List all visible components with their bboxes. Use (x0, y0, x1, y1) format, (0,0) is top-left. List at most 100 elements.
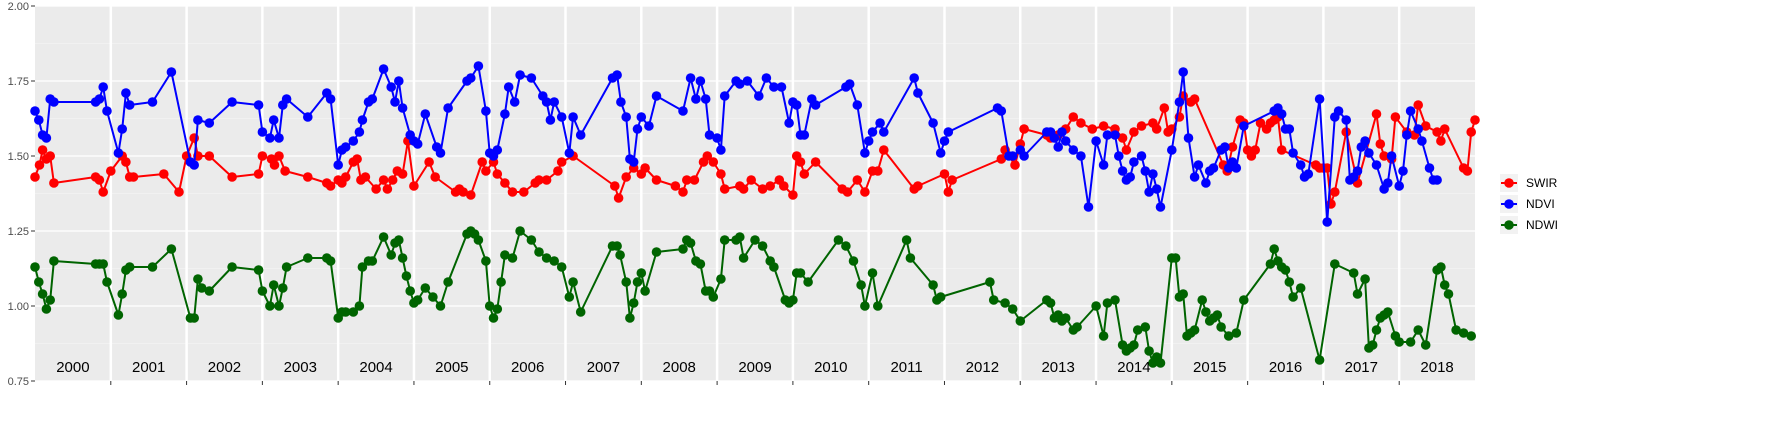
swir-point (409, 181, 419, 191)
swir-point (371, 184, 381, 194)
ndwi-point (1189, 325, 1200, 335)
ndvi-point (1314, 94, 1325, 104)
legend-key-point (1504, 199, 1514, 209)
ndwi-point (265, 301, 275, 311)
ndwi-point (488, 313, 499, 323)
swir-point (481, 166, 491, 176)
ndvi-point (564, 148, 575, 158)
year-label: 2012 (966, 359, 999, 376)
year-label: 2010 (814, 359, 847, 376)
ndvi-point (1239, 121, 1249, 131)
ndvi-point (791, 100, 802, 110)
ndwi-point (41, 304, 52, 314)
ndvi-point (754, 91, 764, 101)
legend-label: NDWI (1526, 218, 1558, 232)
swir-point (98, 187, 108, 197)
ndwi-point (928, 280, 938, 290)
ndwi-point (515, 226, 525, 236)
year-label: 2004 (359, 359, 392, 376)
ndwi-point (1280, 265, 1291, 275)
ndvi-point (147, 97, 158, 107)
swir-point (106, 166, 116, 176)
swir-point (678, 187, 688, 197)
swir-point (30, 172, 40, 182)
swir-point (1379, 151, 1389, 161)
ndwi-point (841, 241, 851, 251)
ndwi-point (621, 277, 631, 287)
ndwi-point (1466, 331, 1476, 341)
ndvi-point (34, 115, 44, 125)
ndvi-point (98, 82, 108, 92)
ndvi-point (378, 64, 389, 74)
ndwi-point (905, 253, 916, 263)
ndvi-point (420, 109, 431, 119)
ndvi-point (1057, 127, 1067, 137)
ndvi-point (909, 73, 919, 83)
ndwi-point (1072, 322, 1082, 332)
ndvi-point (303, 112, 313, 122)
ndwi-point (394, 235, 404, 245)
ndvi-point (1083, 202, 1094, 212)
ndvi-point (367, 94, 378, 104)
ndvi-point (632, 124, 643, 134)
ndvi-point (1386, 151, 1397, 161)
ndvi-point (1352, 166, 1363, 176)
ndwi-point (612, 241, 622, 251)
ndwi-point (1367, 340, 1378, 350)
ndvi-point (867, 127, 878, 137)
ndvi-point (719, 91, 730, 101)
swir-point (274, 151, 284, 161)
ndwi-point (367, 256, 378, 266)
ndwi-point (325, 256, 336, 266)
ndvi-point (253, 100, 264, 110)
ndwi-point (1132, 325, 1143, 335)
ndvi-point (935, 148, 946, 158)
ndvi-point (333, 160, 344, 170)
ndwi-point (867, 268, 878, 278)
ndvi-point (636, 112, 647, 122)
ndwi-point (636, 268, 647, 278)
ndvi-point (281, 94, 292, 104)
ndwi-point (348, 307, 359, 317)
ndvi-point (1288, 148, 1298, 158)
ndvi-point (545, 115, 556, 125)
ndvi-point (621, 112, 631, 122)
swir-point (1189, 94, 1200, 104)
swir-point (795, 157, 806, 167)
ndwi-point (549, 256, 559, 266)
swir-point (1098, 121, 1109, 131)
year-label: 2003 (284, 359, 317, 376)
ndwi-point (492, 304, 503, 314)
ndvi-point (939, 136, 950, 146)
ndwi-point (568, 277, 578, 287)
ndvi-point (1322, 217, 1332, 227)
ndvi-point (481, 106, 491, 116)
year-label: 2013 (1041, 359, 1074, 376)
ndvi-point (1155, 202, 1166, 212)
ndvi-point (1091, 136, 1101, 146)
x-axis-ticks (110, 381, 1400, 385)
ndvi-point (1303, 169, 1314, 179)
ndwi-point (1110, 295, 1120, 305)
swir-point (708, 157, 719, 167)
swir-point (1462, 166, 1473, 176)
ndvi-point (1208, 163, 1219, 173)
ndwi-point (193, 274, 203, 284)
swir-point (382, 184, 393, 194)
swir-point (325, 181, 336, 191)
swir-point (303, 172, 313, 182)
ndvi-point (761, 73, 772, 83)
swir-point (121, 157, 131, 167)
ndwi-point (1352, 289, 1363, 299)
swir-point (1276, 145, 1287, 155)
swir-point (424, 157, 434, 167)
ndvi-point (1136, 151, 1147, 161)
ndwi-point (484, 301, 495, 311)
swir-point (913, 181, 923, 191)
ndvi-point (712, 133, 722, 143)
ndwi-point (481, 256, 491, 266)
year-label: 2000 (56, 359, 89, 376)
swir-point (810, 157, 821, 167)
ndwi-point (507, 253, 518, 263)
